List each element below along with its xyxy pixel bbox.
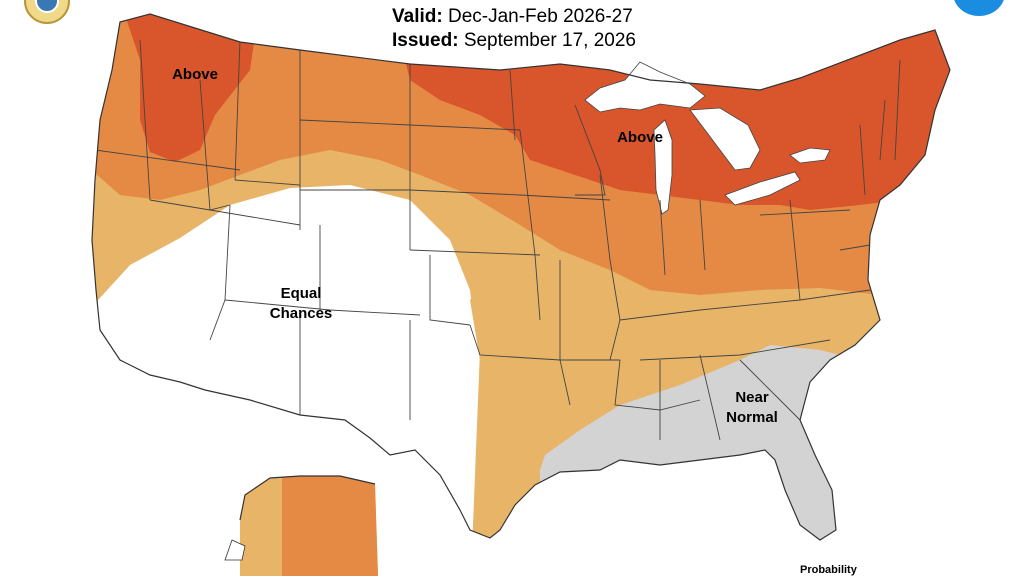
near-normal-label-line2: Normal <box>726 409 778 426</box>
above-west-label: Above <box>172 66 218 83</box>
legend-title: Probability <box>800 564 857 576</box>
valid-line: Valid: Dec-Jan-Feb 2026-27 <box>392 6 633 28</box>
valid-label: Valid: <box>392 6 443 27</box>
state-borders <box>94 39 901 441</box>
valid-value: Dec-Jan-Feb 2026-27 <box>447 6 633 27</box>
issued-line: Issued: September 17, 2026 <box>392 30 636 52</box>
lake-ontario <box>789 147 831 164</box>
great-lakes <box>584 61 831 215</box>
alaska-inset <box>224 475 378 576</box>
lake-huron <box>689 107 761 171</box>
above-east-label: Above <box>617 129 663 146</box>
above-low-south-region <box>470 260 760 455</box>
equal-chances-label-line2: Chances <box>270 305 333 322</box>
lake-michigan <box>653 119 673 215</box>
lake-superior <box>584 61 706 113</box>
nws-logo-icon <box>953 0 1005 16</box>
equal-chances-label-line1: Equal <box>281 285 322 302</box>
lake-erie <box>724 171 801 206</box>
above-high-west-region <box>120 14 260 162</box>
near-normal-label-line1: Near <box>735 389 769 406</box>
issued-value: September 17, 2026 <box>463 30 636 51</box>
issued-label: Issued: <box>392 30 459 51</box>
